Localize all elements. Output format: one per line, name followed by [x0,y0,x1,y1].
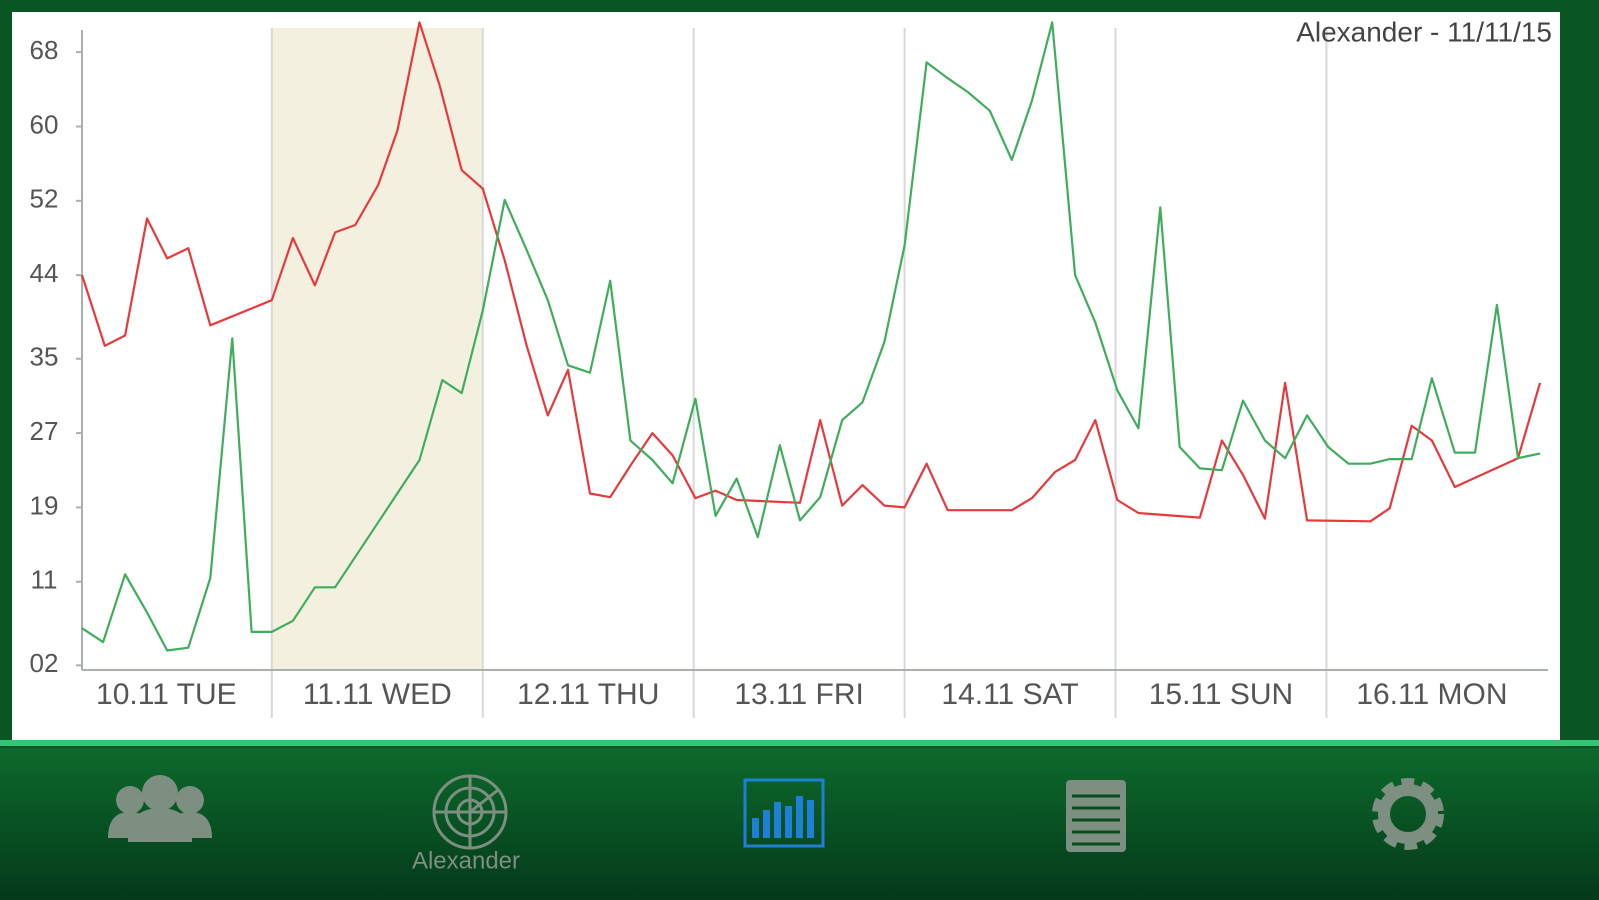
x-tick-label: 10.11 TUE [96,678,237,711]
highlight-band [271,28,483,670]
y-tick-label: 02 [30,648,59,678]
chart-panel [12,12,1560,740]
x-tick-label: 11.11 WED [303,678,452,711]
plot: 10.11 TUE 11.11 WED 12.11 THU 13.11 FRI 14.1… [30,21,1548,718]
series-line [81,21,1541,652]
y-tick-label: 27 [30,416,59,446]
y-tick-label: 19 [30,490,59,520]
x-tick-label: 15.11 SUN [1149,678,1294,711]
y-tick-label: 68 [30,35,59,65]
tab-notes[interactable] [1066,780,1126,852]
tab-settings[interactable] [1372,778,1444,850]
tab-chart[interactable] [743,778,825,848]
tab-radar[interactable] [432,774,508,850]
y-tick-label: 44 [30,258,59,288]
y-tick-label: 52 [30,184,59,214]
y-tick-label: 11 [31,565,58,595]
x-tick-label: 13.11 FRI [734,678,864,711]
y-tick-label: 60 [30,109,59,139]
x-tick-label: 12.11 THU [517,678,659,711]
divider-glow [0,740,1599,746]
tab-label[interactable]: Alexander [412,847,520,874]
x-tick-label: 16.11 MON [1356,678,1507,711]
tab-people[interactable] [108,775,212,842]
y-tick-label: 35 [30,342,59,372]
chart-title: Alexander - 11/11/15 [1296,16,1552,47]
x-tick-label: 14.11 SAT [941,678,1078,711]
